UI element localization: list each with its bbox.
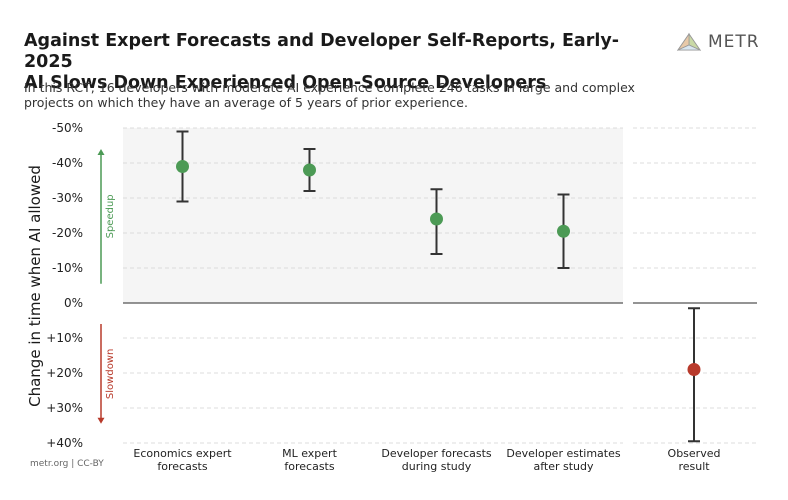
y-tick-label: -30%	[52, 191, 83, 205]
y-tick-label: -20%	[52, 226, 83, 240]
point-marker	[687, 363, 701, 376]
y-tick-label: -50%	[52, 121, 83, 135]
y-axis-title: Change in time when AI allowed	[26, 165, 44, 407]
y-tick-label: +30%	[46, 401, 83, 415]
category-label: Economics expert	[133, 447, 232, 460]
chart-title: Against Expert Forecasts and Developer S…	[24, 31, 664, 94]
footer-credit: metr.org | CC-BY	[30, 459, 104, 469]
metr-logo-text: METR	[708, 32, 760, 52]
slowdown-arrowhead	[97, 417, 105, 424]
y-tick-label: +10%	[46, 331, 83, 345]
y-tick-label: +40%	[46, 436, 83, 450]
metr-logo: METR	[676, 30, 760, 54]
category-label: Observed	[668, 447, 721, 460]
metr-logo-icon	[676, 32, 702, 51]
forecast-point-0	[176, 130, 189, 203]
y-tick-label: +20%	[46, 366, 83, 380]
point-marker	[303, 163, 316, 177]
chart-title-line-2: AI Slows Down Experienced Open-Source De…	[24, 73, 547, 93]
observed-point-0	[687, 307, 701, 443]
chart-subtitle: In this RCT, 16 developers with moderate…	[24, 80, 674, 110]
category-label: forecasts	[284, 460, 334, 473]
y-tick-label: -40%	[52, 156, 83, 170]
chart-subtitle-line-2: projects on which they have an average o…	[24, 95, 468, 110]
category-label: after study	[533, 460, 594, 473]
y-tick-label: 0%	[64, 296, 83, 310]
forecast-panel-speedup-bg	[123, 128, 623, 303]
category-label: Developer estimates	[506, 447, 620, 460]
category-label: ML expert	[282, 447, 337, 460]
chart-title-line-1: Against Expert Forecasts and Developer S…	[24, 31, 620, 72]
category-label: Developer forecasts	[381, 447, 492, 460]
category-label: during study	[402, 460, 472, 473]
chart-subtitle-line-1: In this RCT, 16 developers with moderate…	[24, 80, 635, 95]
point-marker	[557, 224, 570, 238]
slowdown-label: Slowdown	[105, 349, 116, 399]
forecast-point-3	[557, 193, 570, 269]
forecast-point-1	[303, 148, 316, 192]
forecast-point-2	[430, 188, 443, 255]
point-marker	[176, 160, 189, 173]
speedup-label: Speedup	[105, 194, 116, 238]
category-label: forecasts	[157, 460, 207, 473]
category-label: result	[678, 460, 710, 473]
speedup-arrowhead	[97, 149, 105, 155]
point-marker	[430, 212, 443, 226]
y-tick-label: -10%	[52, 261, 83, 275]
